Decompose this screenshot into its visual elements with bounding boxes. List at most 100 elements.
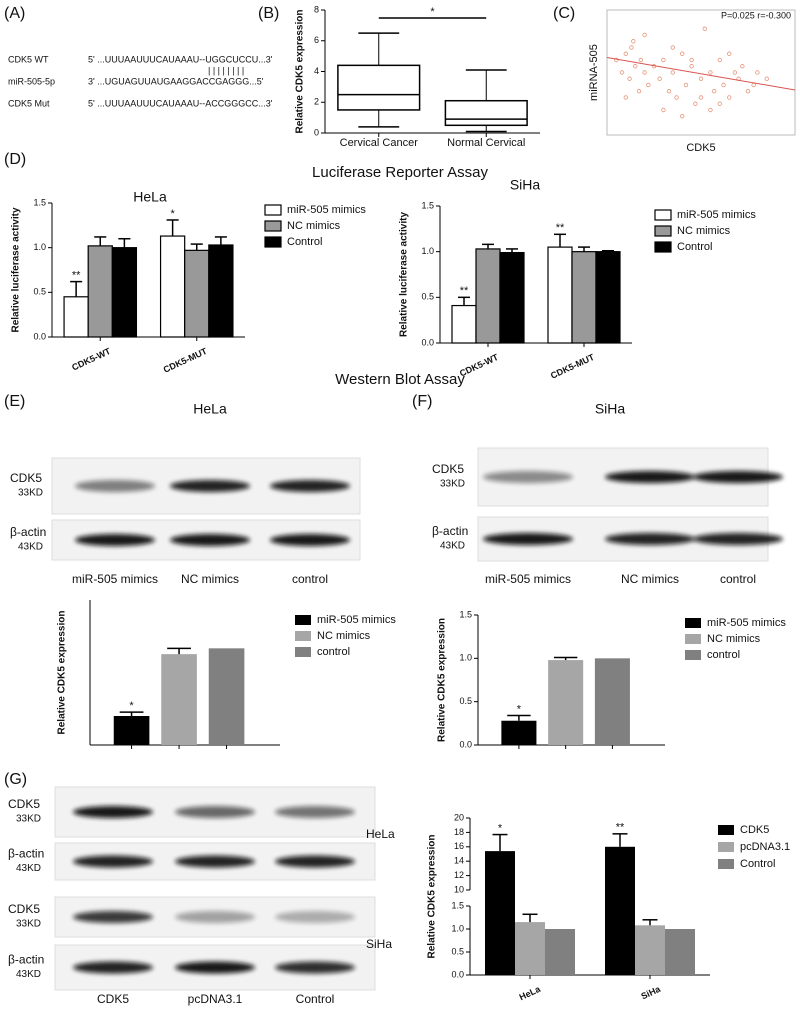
legend-label: miR-505 mimics (707, 617, 786, 629)
size-label: 43KD (16, 863, 41, 874)
significance: ** (616, 822, 625, 834)
y-tick-label: 16 (454, 841, 464, 851)
band (605, 533, 695, 545)
seq: 5' ...UUUAAUUUCAUAAAU--UGGCUCCU...3' (88, 54, 273, 64)
cell-line: HeLa (366, 827, 395, 841)
seq-name: CDK5 WT (8, 54, 49, 64)
panel-label: (A) (4, 5, 25, 22)
band (170, 480, 250, 492)
significance: * (170, 208, 175, 220)
bar (63, 296, 89, 338)
y-axis-label: Relative CDK5 expression (437, 618, 448, 742)
y-tick-label: 1.0 (421, 246, 434, 256)
legend-swatch (685, 634, 701, 644)
legend-swatch (685, 618, 701, 628)
legend-swatch (264, 236, 282, 248)
point (711, 89, 717, 94)
y-tick-label: 4 (314, 66, 319, 76)
y-tick-label: 1.5 (451, 900, 464, 910)
y-tick-label: 20 (454, 812, 464, 822)
lane-label: control (292, 572, 328, 586)
protein-label: β-actin (10, 525, 46, 539)
band (175, 911, 255, 923)
point (670, 45, 675, 50)
bar (515, 922, 545, 975)
band (73, 806, 153, 818)
legend-label: NC mimics (287, 220, 341, 232)
point (764, 76, 769, 81)
panel-label: (D) (4, 151, 26, 168)
pairing: | | | | | | | | (208, 65, 244, 75)
band (483, 471, 573, 483)
chart-title: HeLa (133, 189, 167, 205)
point (727, 51, 732, 56)
bar (475, 248, 501, 344)
significance: ** (460, 285, 469, 297)
bar (499, 251, 525, 344)
y-tick-label: 14 (454, 856, 464, 866)
y-tick-label: 0.0 (421, 337, 434, 347)
lane-label: miR-505 mimics (72, 572, 158, 586)
point (689, 57, 694, 63)
bar (184, 249, 210, 338)
point (642, 70, 647, 75)
y-tick-label: 1.0 (459, 653, 472, 663)
significance: ** (556, 222, 565, 234)
y-tick-label: 6 (314, 35, 319, 45)
bar (547, 246, 573, 344)
x-tick-label: CDK5-MUT (162, 346, 209, 375)
point (646, 82, 651, 88)
x-axis-label: CDK5 (686, 142, 715, 154)
size-label: 33KD (18, 488, 43, 499)
band (270, 534, 350, 546)
y-tick-label: 18 (454, 827, 464, 837)
bar (451, 304, 477, 344)
bar (665, 929, 695, 975)
band (175, 961, 255, 974)
y-tick-label: 0.0 (459, 739, 472, 749)
legend-label: control (707, 649, 740, 661)
protein-label: CDK5 (432, 462, 464, 476)
legend-swatch (718, 859, 734, 869)
size-label: 43KD (18, 542, 43, 553)
bar (113, 716, 150, 745)
point (732, 70, 738, 75)
seq-name: CDK5 Mut (8, 98, 50, 108)
box (444, 99, 528, 127)
lane-label: miR-505 mimics (485, 572, 571, 586)
y-tick-label: 0.5 (459, 696, 472, 706)
y-tick-label: 1.5 (421, 200, 434, 210)
legend-swatch (295, 631, 311, 641)
point (623, 95, 628, 100)
panel-label: (E) (4, 393, 25, 410)
panel-label: (G) (4, 771, 27, 788)
bar (635, 925, 665, 975)
bar (208, 244, 234, 338)
point (633, 64, 638, 69)
band (75, 480, 155, 492)
legend-label: Control (740, 858, 775, 870)
y-tick-label: 0.5 (33, 287, 46, 297)
lane-label: Control (296, 992, 335, 1006)
point (717, 101, 722, 106)
significance: * (129, 700, 134, 712)
bar (594, 658, 630, 745)
point (631, 39, 636, 44)
legend-label: control (317, 646, 350, 658)
protein-label: β-actin (8, 847, 44, 861)
point (629, 45, 634, 50)
band (693, 471, 783, 483)
point (755, 70, 760, 75)
point (727, 95, 732, 100)
band (175, 806, 255, 818)
size-label: 33KD (440, 479, 465, 490)
size-label: 43KD (16, 969, 41, 980)
point (693, 101, 698, 106)
lane-label: pcDNA3.1 (188, 992, 243, 1006)
x-tick-label: SiHa (639, 983, 662, 1001)
lane-label: control (720, 572, 756, 586)
y-axis-label: Relative CDK5 expression (427, 835, 438, 959)
bar (571, 251, 597, 344)
lane-label: CDK5 (97, 992, 129, 1006)
significance: ** (72, 270, 81, 282)
